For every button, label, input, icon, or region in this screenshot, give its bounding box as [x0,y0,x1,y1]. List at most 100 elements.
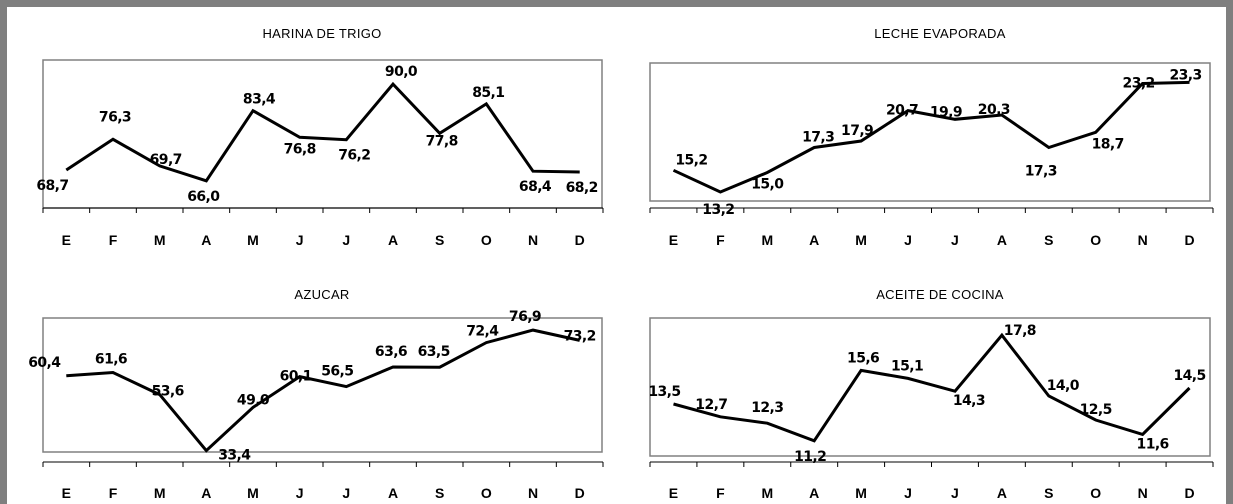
data-label-2-7: 63,6 [375,344,407,360]
chart-title-2: AZUCAR [294,287,349,302]
x-tick-label-0-3: A [201,232,211,248]
x-tick-label-2-2: M [154,485,166,501]
x-tick-label-0-2: M [154,232,166,248]
x-tick-label-3-6: J [951,485,959,501]
data-label-1-0: 15,2 [675,152,707,168]
x-tick-label-3-11: D [1184,485,1194,501]
data-label-3-6: 14,3 [953,393,985,409]
data-label-3-1: 12,7 [695,397,727,413]
x-tick-label-3-2: M [761,485,773,501]
data-label-0-0: 68,7 [36,178,68,194]
x-tick-label-0-4: M [247,232,259,248]
data-label-1-2: 15,0 [751,176,784,192]
data-label-0-7: 90,0 [385,64,418,80]
x-tick-label-2-4: M [247,485,259,501]
x-tick-label-1-5: J [904,232,912,248]
x-tick-label-1-6: J [951,232,959,248]
data-label-1-1: 13,2 [702,202,734,218]
x-tick-label-2-9: O [481,485,492,501]
x-tick-label-0-11: D [575,232,585,248]
x-tick-label-3-4: M [855,485,867,501]
x-tick-label-3-8: S [1044,485,1053,501]
series-line-3 [673,332,1191,443]
series-line-1 [672,80,1190,194]
data-label-0-5: 76,8 [284,141,316,157]
data-label-0-4: 83,4 [243,92,276,108]
data-label-1-10: 23,2 [1123,76,1155,92]
data-label-2-0: 60,4 [28,355,61,371]
x-tick-label-2-3: A [201,485,211,501]
data-label-3-8: 14,0 [1047,378,1080,394]
data-label-3-5: 15,1 [891,358,923,374]
data-label-0-9: 85,1 [472,85,504,101]
x-tick-label-1-7: A [997,232,1007,248]
chart-title-3: ACEITE DE COCINA [876,287,1004,302]
data-label-0-2: 69,7 [150,152,182,168]
x-tick-label-3-10: N [1138,485,1148,501]
x-tick-label-3-9: O [1090,485,1101,501]
x-tick-label-0-10: N [528,232,538,248]
x-tick-label-1-10: N [1138,232,1148,248]
x-tick-label-0-8: S [435,232,444,248]
x-tick-label-2-6: J [342,485,350,501]
data-label-3-11: 14,5 [1173,368,1205,384]
data-label-2-3: 33,4 [218,448,251,464]
data-label-3-10: 11,6 [1137,436,1169,452]
x-tick-label-2-11: D [575,485,585,501]
x-tick-label-1-8: S [1044,232,1053,248]
x-tick-label-1-11: D [1184,232,1194,248]
x-tick-label-2-0: E [62,485,71,501]
data-label-1-11: 23,3 [1169,67,1201,83]
x-tick-label-0-1: F [109,232,118,248]
data-label-2-6: 56,5 [321,364,353,380]
data-label-3-4: 15,6 [847,350,879,366]
plot-area-2 [42,317,603,453]
x-tick-label-3-3: A [809,485,819,501]
data-label-3-7: 17,8 [1004,323,1036,339]
data-label-3-2: 12,3 [751,400,783,416]
data-label-2-1: 61,6 [95,351,127,367]
data-label-3-9: 12,5 [1080,402,1112,418]
data-label-2-4: 49,0 [237,392,270,408]
chart-title-1: LECHE EVAPORADA [874,26,1005,41]
x-tick-label-1-2: M [761,232,773,248]
x-tick-label-1-3: A [809,232,819,248]
plot-area-1 [649,62,1211,202]
data-label-2-2: 53,6 [152,384,184,400]
x-tick-label-2-1: F [109,485,118,501]
x-tick-label-3-7: A [997,485,1007,501]
x-tick-label-3-5: J [904,485,912,501]
plot-area-3 [649,317,1211,457]
series-line-0 [65,81,580,183]
x-tick-label-2-5: J [296,485,304,501]
data-label-1-4: 17,9 [841,123,873,139]
data-label-1-8: 17,3 [1025,164,1057,180]
chart-title-0: HARINA DE TRIGO [262,26,381,41]
data-label-0-11: 68,2 [566,180,598,196]
data-label-0-10: 68,4 [519,179,552,195]
data-label-2-9: 72,4 [466,324,499,340]
x-tick-label-0-7: A [388,232,398,248]
x-tick-label-1-4: M [855,232,867,248]
x-tick-label-2-7: A [388,485,398,501]
data-label-0-1: 76,3 [99,109,131,125]
data-label-1-9: 18,7 [1092,136,1124,152]
x-tick-label-0-5: J [296,232,304,248]
x-tick-label-1-0: E [669,232,678,248]
x-tick-label-0-0: E [62,232,71,248]
x-tick-label-2-8: S [435,485,444,501]
x-tick-label-3-1: F [716,485,725,501]
x-tick-label-0-9: O [481,232,492,248]
data-label-0-8: 77,8 [426,133,458,149]
data-label-1-5: 20,7 [886,103,918,119]
data-label-2-10: 76,9 [509,309,541,325]
series-line-2 [66,328,581,453]
data-label-0-3: 66,0 [187,189,220,205]
x-tick-label-1-9: O [1090,232,1101,248]
data-label-3-3: 11,2 [794,449,826,465]
x-tick-label-1-1: F [716,232,725,248]
data-label-2-11: 73,2 [564,328,596,344]
x-tick-label-2-10: N [528,485,538,501]
data-label-1-7: 20,3 [978,102,1010,118]
